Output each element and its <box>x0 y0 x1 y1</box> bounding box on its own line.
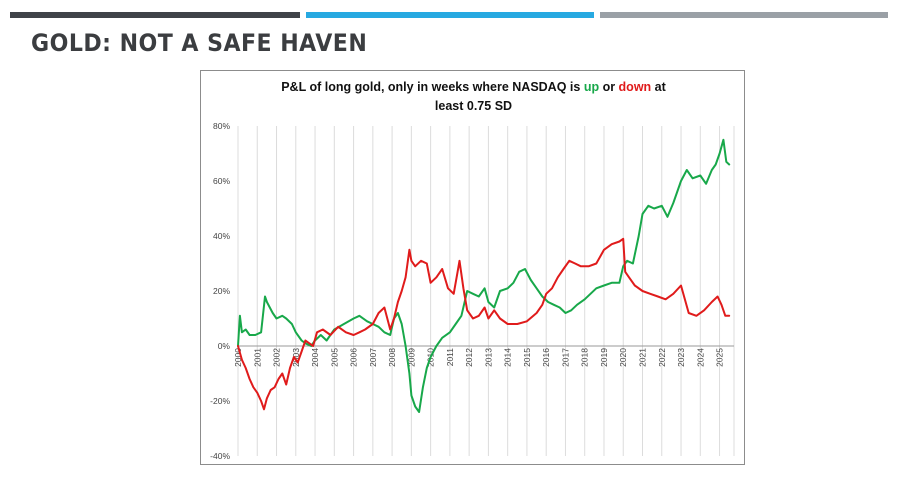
x-tick-label-2022: 2022 <box>657 348 667 367</box>
chart-frame: P&L of long gold, only in weeks where NA… <box>200 70 745 465</box>
x-tick-label-2000: 2000 <box>233 348 243 367</box>
chart-title-prefix: P&L of long gold, only in weeks where NA… <box>281 80 584 94</box>
chart-title-up: up <box>583 80 600 94</box>
header-bar-dark <box>10 12 300 18</box>
x-tick-label-2023: 2023 <box>676 348 686 367</box>
x-tick-label-2025: 2025 <box>715 348 725 367</box>
chart-title-down: down <box>618 80 652 94</box>
x-tick-label-2011: 2011 <box>445 348 455 367</box>
y-tick-label: 0% <box>218 341 231 351</box>
slide-title: GOLD: NOT A SAFE HAVEN <box>31 29 368 57</box>
x-tick-label-2001: 2001 <box>252 348 262 367</box>
chart-title-line-1: P&L of long gold, only in weeks where NA… <box>201 78 746 97</box>
x-tick-label-2004: 2004 <box>310 348 320 367</box>
x-tick-label-2018: 2018 <box>580 348 590 367</box>
x-tick-label-2016: 2016 <box>541 348 551 367</box>
chart-title-or: or <box>599 80 619 94</box>
x-tick-label-2013: 2013 <box>483 348 493 367</box>
x-tick-label-2009: 2009 <box>406 348 416 367</box>
x-tick-label-2012: 2012 <box>464 348 474 367</box>
chart-plot: -40% -20% 0% 20% 40% 60% 80% 2000 2001 2002 2003 20… <box>210 121 735 461</box>
x-tick-label-2024: 2024 <box>695 348 705 367</box>
x-tick-label-2007: 2007 <box>368 348 378 367</box>
series-line-down <box>237 237 731 411</box>
x-tick-label-2008: 2008 <box>387 348 397 367</box>
x-tick-label-2017: 2017 <box>560 348 570 367</box>
x-tick-label-2005: 2005 <box>329 348 339 367</box>
y-tick-label: -40% <box>210 451 230 461</box>
y-tick-label: 80% <box>213 121 230 131</box>
y-tick-label: 40% <box>213 231 230 241</box>
chart-title-suffix: at <box>651 80 666 94</box>
x-tick-label-2006: 2006 <box>349 348 359 367</box>
series-line-up <box>237 138 731 413</box>
y-tick-label: 60% <box>213 176 230 186</box>
x-tick-label-2002: 2002 <box>272 348 282 367</box>
x-tick-label-2020: 2020 <box>618 348 628 367</box>
x-tick-label-2014: 2014 <box>503 348 513 367</box>
header-bar-blue <box>306 12 594 18</box>
x-tick-label-2021: 2021 <box>638 348 648 367</box>
x-tick-label-2003: 2003 <box>291 348 301 367</box>
y-tick-label: 20% <box>213 286 230 296</box>
x-tick-label-2019: 2019 <box>599 348 609 367</box>
x-tick-label-2015: 2015 <box>522 348 532 367</box>
chart-title-line-2: least 0.75 SD <box>434 99 513 113</box>
header-bar-gray <box>600 12 888 18</box>
chart-title: P&L of long gold, only in weeks where NA… <box>201 78 746 116</box>
y-tick-label: -20% <box>210 396 230 406</box>
